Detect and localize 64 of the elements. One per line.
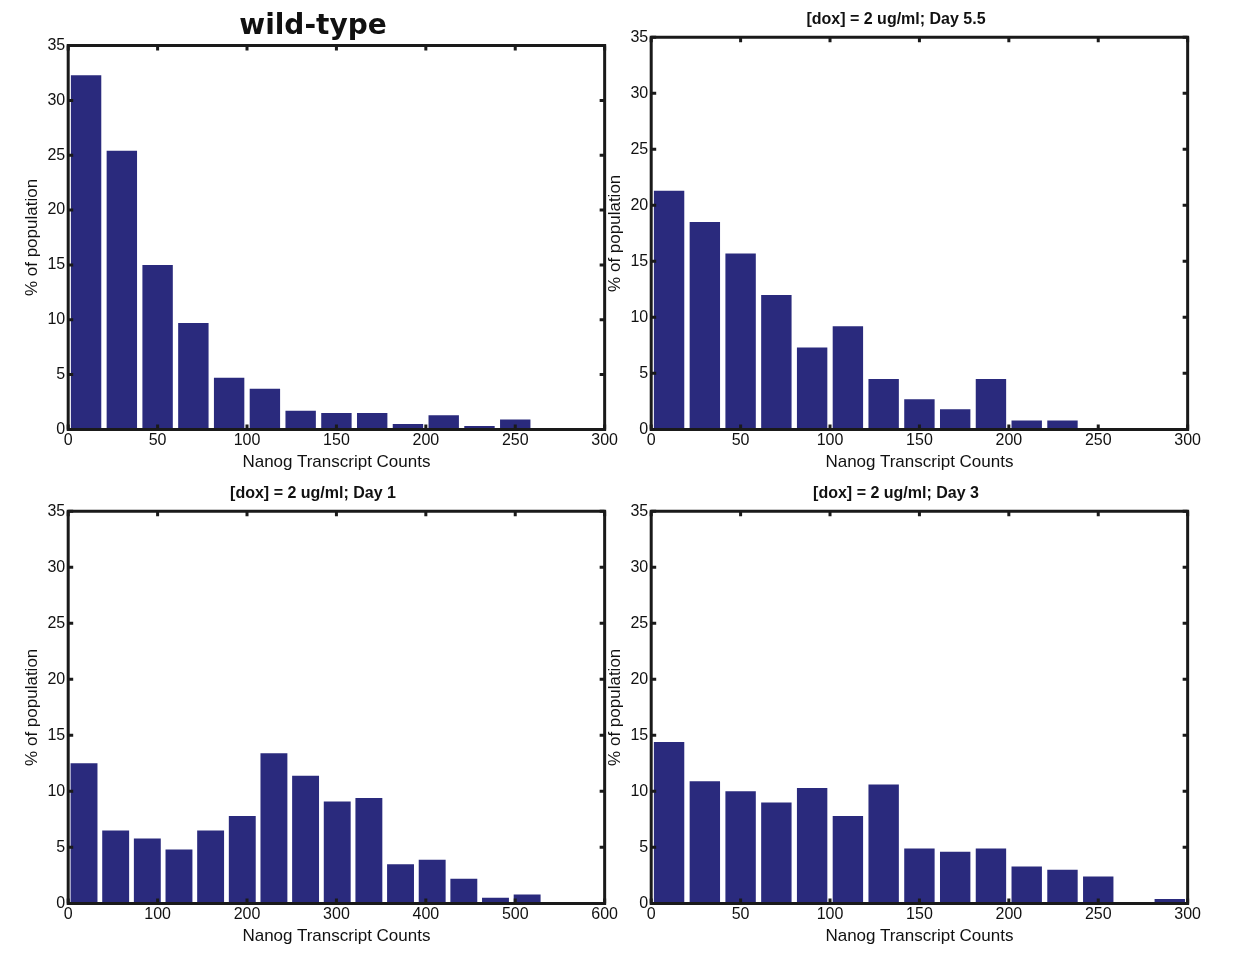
x-axis-title: Nanog Transcript Counts bbox=[242, 926, 431, 946]
y-tick-label: 5 bbox=[56, 364, 66, 382]
x-tick-label: 250 bbox=[1084, 431, 1112, 449]
y-tick-label: 5 bbox=[639, 363, 649, 381]
chart-title: [dox] = 2 ug/ml; Day 1 bbox=[230, 484, 397, 502]
x-axis-title: Nanog Transcript Counts bbox=[242, 452, 431, 472]
y-tick-label: 10 bbox=[47, 781, 66, 799]
y-tick-label: 10 bbox=[47, 310, 66, 328]
y-tick-label: 30 bbox=[630, 83, 649, 101]
x-tick-label: 200 bbox=[233, 905, 261, 923]
y-tick-label: 35 bbox=[630, 27, 649, 45]
y-tick-label: 15 bbox=[630, 725, 649, 743]
x-tick-label: 300 bbox=[591, 431, 619, 449]
y-axis-title: % of population bbox=[604, 174, 624, 292]
y-tick-label: 20 bbox=[630, 195, 649, 213]
x-tick-label: 200 bbox=[995, 905, 1023, 923]
chart-title: [dox] = 2 ug/ml; Day 5.5 bbox=[806, 10, 986, 28]
x-tick-label: 50 bbox=[731, 431, 750, 449]
x-tick-label: 200 bbox=[412, 431, 440, 449]
y-tick-label: 30 bbox=[47, 557, 66, 575]
x-tick-label: 50 bbox=[148, 431, 167, 449]
x-tick-label: 300 bbox=[1174, 431, 1202, 449]
x-tick-label: 200 bbox=[995, 431, 1023, 449]
x-tick-label: 150 bbox=[323, 431, 350, 449]
x-tick-label: 500 bbox=[501, 905, 529, 923]
chart-title: wild-type bbox=[239, 8, 387, 42]
x-tick-label: 150 bbox=[906, 431, 933, 449]
y-tick-label: 10 bbox=[630, 307, 649, 325]
y-tick-label: 30 bbox=[47, 90, 66, 108]
y-tick-label: 15 bbox=[630, 251, 649, 269]
y-tick-label: 25 bbox=[47, 145, 66, 163]
x-tick-label: 250 bbox=[1084, 905, 1112, 923]
y-tick-label: 25 bbox=[47, 613, 66, 631]
y-tick-label: 5 bbox=[639, 837, 649, 855]
y-tick-label: 35 bbox=[47, 501, 66, 519]
x-tick-label: 400 bbox=[412, 905, 440, 923]
y-tick-label: 5 bbox=[56, 837, 66, 855]
x-tick-label: 100 bbox=[816, 431, 844, 449]
y-tick-label: 10 bbox=[630, 781, 649, 799]
y-axis-title: % of population bbox=[21, 648, 41, 766]
x-tick-label: 300 bbox=[1174, 905, 1202, 923]
y-axis-title: % of population bbox=[604, 648, 624, 766]
x-tick-label: 50 bbox=[731, 905, 750, 923]
x-tick-label: 100 bbox=[233, 431, 261, 449]
x-tick-label: 150 bbox=[906, 905, 933, 923]
y-tick-label: 20 bbox=[47, 669, 66, 687]
chart-title: [dox] = 2 ug/ml; Day 3 bbox=[813, 484, 980, 502]
y-tick-label: 35 bbox=[47, 36, 66, 54]
x-axis-title: Nanog Transcript Counts bbox=[825, 926, 1014, 946]
y-tick-label: 15 bbox=[47, 255, 66, 273]
x-axis-title: Nanog Transcript Counts bbox=[825, 452, 1014, 472]
y-tick-label: 35 bbox=[630, 501, 649, 519]
x-tick-label: 100 bbox=[144, 905, 172, 923]
x-tick-label: 100 bbox=[816, 905, 844, 923]
x-tick-label: 600 bbox=[591, 905, 619, 923]
y-tick-label: 20 bbox=[47, 200, 66, 218]
y-tick-label: 25 bbox=[630, 139, 649, 157]
y-axis-title: % of population bbox=[21, 178, 41, 297]
x-tick-label: 300 bbox=[323, 905, 350, 923]
y-tick-label: 15 bbox=[47, 725, 66, 743]
y-tick-label: 30 bbox=[630, 557, 649, 575]
x-tick-label: 250 bbox=[501, 431, 529, 449]
y-tick-label: 20 bbox=[630, 669, 649, 687]
y-tick-label: 25 bbox=[630, 613, 649, 631]
